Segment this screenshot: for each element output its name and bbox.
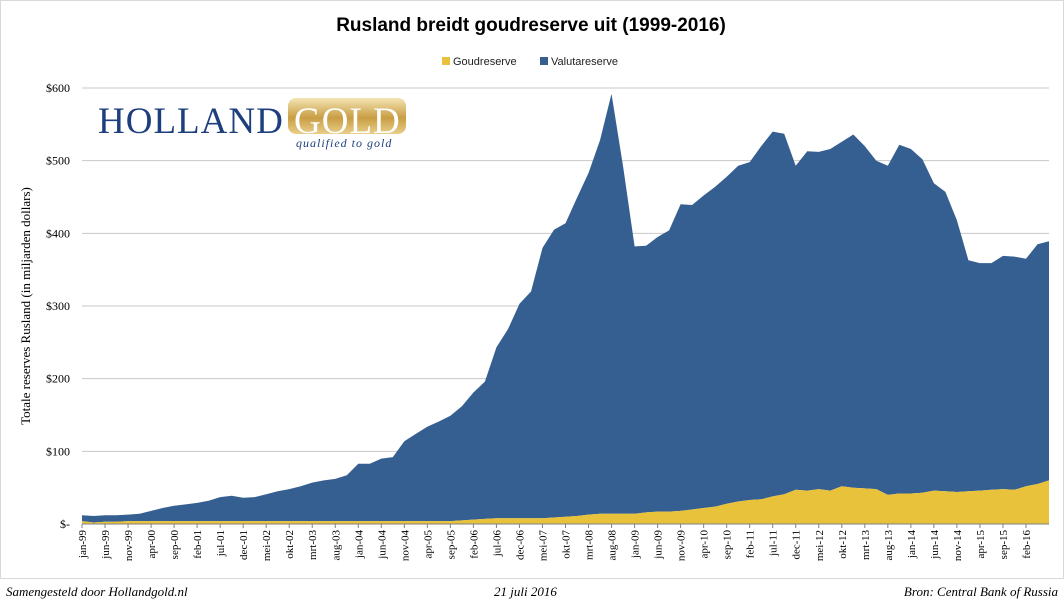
y-tick-label: $600 [46, 81, 70, 95]
x-tick-label: sep-15 [998, 530, 1010, 560]
x-tick-label: aug-08 [607, 530, 619, 561]
x-tick-label: jan-99 [77, 530, 89, 560]
x-tick-labels: jan-99 jun-99 nov-99 apr-00 sep-00 feb-01 jul-… [77, 530, 1033, 562]
x-tick-label: feb-06 [468, 530, 480, 559]
x-tick-label: mrt-13 [860, 530, 872, 560]
y-tick-label: $200 [46, 372, 70, 386]
hollandgold-logo: HOLLAND GOLD qualified to gold [98, 98, 410, 154]
chart-title: Rusland breidt goudreserve uit (1999-201… [336, 15, 726, 36]
x-tick-label: jul-01 [215, 530, 227, 557]
x-tick-label: nov-14 [952, 530, 964, 562]
x-tick-label: dec-06 [515, 530, 527, 560]
x-tick-label: jun-09 [653, 530, 665, 560]
x-tick-label: aug-13 [883, 530, 895, 561]
x-tick-label: apr-00 [146, 530, 158, 559]
footer: Samengesteld door Hollandgold.nl 21 juli… [0, 580, 1064, 602]
x-tick-label: sep-05 [445, 530, 457, 560]
y-axis-label: Totale reserves Rusland (in miljarden do… [18, 187, 33, 425]
x-tick-label: okt-12 [837, 530, 849, 559]
x-tick-label: nov-09 [676, 530, 688, 562]
x-tick-label: feb-11 [745, 530, 757, 558]
x-tick-label: jan-09 [630, 530, 642, 560]
legend-swatch-goudreserve [442, 57, 450, 65]
x-tick-label: jun-14 [929, 530, 941, 560]
x-tick-label: feb-01 [192, 530, 204, 559]
x-tick-label: jul-06 [491, 530, 503, 558]
x-tick-label: mei-12 [814, 530, 826, 561]
y-tick-labels: $- $100 $200 $300 $400 $500 $600 [46, 81, 70, 531]
x-tick-label: okt-02 [284, 530, 296, 559]
x-tick-label: aug-03 [330, 530, 342, 561]
footer-date: 21 juli 2016 [494, 584, 557, 599]
x-tick-label: dec-11 [791, 530, 803, 560]
y-tick-label: $400 [46, 226, 70, 240]
series-goudreserve-area [82, 480, 1049, 524]
legend: Goudreserve Valutareserve [442, 56, 618, 68]
footer-credit: Samengesteld door Hollandgold.nl [6, 584, 188, 599]
x-tick-label: sep-10 [722, 530, 734, 560]
chart: Rusland breidt goudreserve uit (1999-201… [18, 15, 1049, 562]
x-tick-label: okt-07 [561, 530, 573, 559]
x-tick-label: apr-10 [699, 530, 711, 559]
logo-gold-plate [288, 98, 406, 134]
x-tick-label: apr-05 [422, 530, 434, 559]
axes [81, 523, 1049, 528]
x-tick-label: mei-02 [261, 530, 273, 561]
logo-word-holland: HOLLAND [98, 101, 284, 142]
plot-area [82, 93, 1049, 524]
x-tick-label: apr-15 [975, 530, 987, 559]
logo-tagline: qualified to gold [296, 136, 393, 150]
x-tick-label: mrt-08 [584, 530, 596, 560]
x-tick-label: jun-99 [100, 530, 112, 560]
x-tick-label: nov-99 [123, 530, 135, 562]
x-tick-label: feb-16 [1021, 530, 1033, 559]
legend-label-goudreserve: Goudreserve [453, 56, 517, 68]
series-valutareserve-area [82, 93, 1049, 523]
y-tick-label: $- [60, 517, 70, 531]
x-tick-label: jun-04 [376, 530, 388, 560]
x-tick-label: mrt-03 [307, 530, 319, 560]
footer-source: Bron: Central Bank of Russia [903, 584, 1058, 599]
x-tick-label: sep-00 [169, 530, 181, 560]
legend-label-valutareserve: Valutareserve [551, 56, 618, 68]
y-tick-label: $500 [46, 154, 70, 168]
x-tick-label: mei-07 [538, 530, 550, 562]
x-tick-label: jan-14 [906, 530, 918, 560]
y-tick-label: $300 [46, 299, 70, 313]
y-tick-label: $100 [46, 444, 70, 458]
x-tick-label: jul-11 [768, 530, 780, 557]
x-tick-label: jan-04 [353, 530, 365, 560]
x-tick-label: nov-04 [399, 530, 411, 562]
legend-swatch-valutareserve [540, 57, 548, 65]
logo-word-gold: GOLD [294, 101, 401, 142]
x-tick-label: dec-01 [238, 530, 250, 560]
